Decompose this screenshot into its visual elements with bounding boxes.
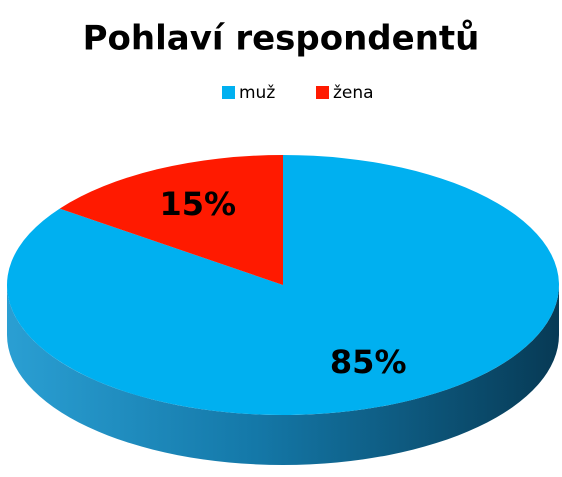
data-label: 85% bbox=[330, 343, 407, 381]
pie-side bbox=[7, 285, 559, 465]
chart-title: Pohlaví respondentů bbox=[83, 19, 480, 59]
pie-slice bbox=[59, 155, 284, 285]
pie-slice bbox=[6, 155, 559, 415]
legend-swatch bbox=[222, 86, 235, 99]
legend-label: muž bbox=[239, 83, 275, 103]
data-label: 15% bbox=[159, 185, 236, 223]
legend-label: žena bbox=[333, 83, 374, 103]
legend-swatch bbox=[316, 86, 329, 99]
